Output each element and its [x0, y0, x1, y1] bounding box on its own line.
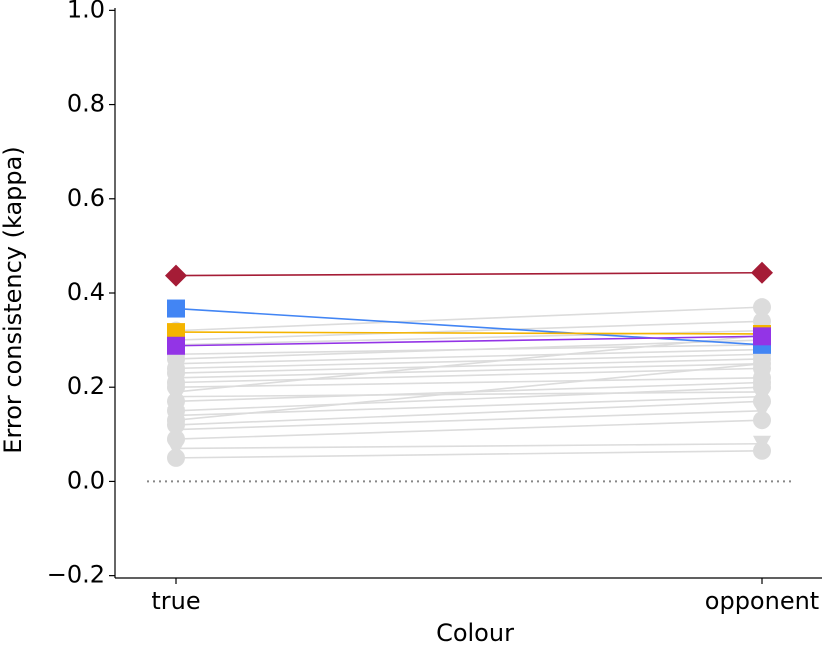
- series-line: [175, 376, 763, 389]
- series-line: [175, 353, 763, 370]
- y-tick-label: 0.6: [67, 184, 105, 212]
- series-line: [175, 331, 763, 335]
- series-line: [175, 306, 763, 332]
- series-line: [175, 335, 763, 347]
- marker: [753, 411, 771, 430]
- series-line: [175, 334, 763, 393]
- series-line: [175, 386, 763, 412]
- marker: [167, 336, 185, 355]
- series-line: [175, 271, 763, 277]
- series-line: [175, 362, 763, 379]
- marker: [167, 411, 185, 430]
- y-tick-label: 0.8: [67, 90, 105, 118]
- marker: [753, 435, 771, 453]
- series-line: [175, 307, 763, 346]
- series-line: [175, 320, 763, 341]
- series-line: [175, 344, 763, 356]
- series-line: [175, 450, 763, 459]
- x-axis-label: Colour: [436, 619, 514, 646]
- series-line: [175, 348, 763, 365]
- series-line: [175, 400, 763, 426]
- y-tick-label: 1.0: [67, 0, 105, 23]
- marker: [167, 323, 185, 342]
- y-tick-label: 0.2: [67, 372, 105, 400]
- x-tick-label: opponent: [705, 587, 819, 615]
- y-axis-label: Error consistency (kappa): [0, 146, 27, 453]
- marker: [167, 448, 185, 467]
- marker: [167, 383, 185, 401]
- marker: [165, 264, 187, 287]
- marker: [753, 327, 771, 346]
- series-line: [175, 362, 763, 421]
- series-line: [175, 419, 763, 440]
- series-line: [175, 358, 763, 374]
- marker: [753, 298, 771, 317]
- series-line: [175, 442, 763, 450]
- y-tick-label: −0.2: [47, 561, 105, 589]
- y-tick-label: 0.0: [67, 466, 105, 494]
- marker: [167, 299, 185, 318]
- series-line: [175, 367, 763, 384]
- y-tick-label: 0.4: [67, 278, 105, 306]
- series-line: [175, 409, 763, 431]
- series-line: [175, 395, 763, 417]
- marker: [167, 430, 185, 449]
- x-tick-label: true: [151, 587, 200, 615]
- marker: [751, 261, 773, 284]
- series-line: [175, 391, 763, 398]
- marker: [753, 383, 771, 401]
- marker: [753, 354, 771, 373]
